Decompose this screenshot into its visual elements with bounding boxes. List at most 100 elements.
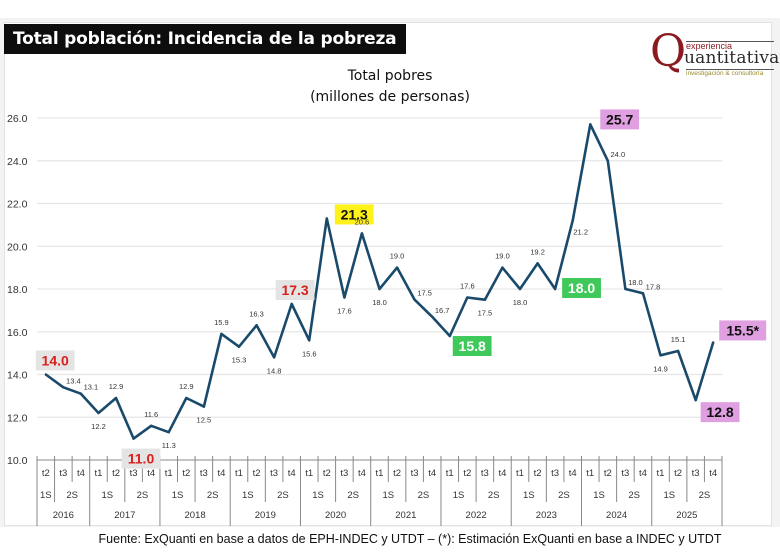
data-value-label: 15.3	[232, 356, 247, 365]
quarter-label: t2	[674, 468, 682, 479]
data-point	[272, 356, 276, 359]
data-point	[536, 262, 539, 265]
data-point	[448, 334, 451, 338]
data-point	[62, 386, 65, 389]
data-point	[378, 287, 381, 291]
highlight-badge	[600, 109, 640, 130]
semester-label: 2S	[418, 490, 430, 501]
quarter-label: t1	[95, 468, 103, 479]
highlight-value-label: 18.0	[568, 280, 595, 296]
semester-label: 1S	[453, 490, 465, 501]
quarter-label: t2	[323, 468, 331, 479]
data-value-label: 16.7	[435, 306, 450, 315]
logo-letter: Q	[650, 26, 687, 77]
data-point	[79, 392, 83, 395]
quarter-label: t2	[463, 468, 471, 479]
data-point	[343, 296, 346, 299]
quarter-label: t1	[586, 468, 594, 479]
semester-label: 2S	[207, 490, 219, 501]
quarter-label: t4	[217, 468, 225, 479]
company-logo: Q experiencia uantitativa investigación …	[650, 30, 779, 80]
logo-sub-text: investigación & consultoría	[686, 70, 764, 77]
semester-label: 1S	[40, 490, 52, 501]
data-point	[430, 315, 434, 318]
highlight-badge	[35, 350, 75, 371]
data-point	[659, 354, 662, 357]
chart-subtitle: (millones de personas)	[310, 89, 470, 105]
year-label: 2017	[114, 510, 135, 521]
source-note: Fuente: ExQuanti en base a datos de EPH-…	[98, 532, 722, 546]
year-label: 2020	[325, 510, 346, 521]
highlight-value-label: 15.8	[459, 338, 486, 354]
data-value-label: 11.6	[144, 410, 158, 419]
year-label: 2019	[255, 510, 276, 521]
highlight-value-label: 21.3	[341, 206, 368, 222]
data-value-label: 16.3	[249, 309, 264, 318]
highlight-badge	[121, 448, 161, 469]
highlight-value-label: 25.7	[606, 111, 633, 127]
data-value-label: 18.0	[513, 298, 528, 307]
highlight-badge	[452, 336, 492, 357]
data-point	[553, 287, 557, 291]
series-line-total-pobres	[45, 123, 715, 440]
highlight-value-label: 17.3	[281, 282, 308, 298]
data-value-label: 13.1	[84, 383, 99, 392]
logo-main-text: uantitativa	[684, 48, 780, 68]
highlight-badge	[700, 402, 740, 423]
semester-label: 1S	[523, 490, 535, 501]
data-value-label: 19.0	[390, 252, 405, 261]
highlight-value-label: 14.0	[42, 353, 69, 369]
data-point	[237, 345, 241, 348]
data-value-label: 20.6	[355, 217, 370, 226]
y-tick-label: 16.0	[7, 327, 28, 339]
data-value-label: 12.9	[179, 382, 194, 391]
semester-label: 1S	[172, 490, 184, 501]
data-point	[571, 219, 574, 222]
semester-label: 2S	[488, 490, 500, 501]
quarter-label: t3	[621, 468, 629, 479]
semester-label: 1S	[312, 490, 324, 501]
data-value-label: 18.0	[628, 278, 643, 287]
data-point	[483, 298, 487, 301]
year-label: 2024	[606, 510, 627, 521]
quarter-label: t1	[165, 468, 173, 479]
data-point	[360, 232, 364, 235]
y-tick-label: 20.0	[7, 241, 28, 253]
data-value-label: 18.0	[372, 298, 387, 307]
year-label: 2018	[185, 510, 206, 521]
quarter-label: t2	[604, 468, 612, 479]
highlight-badge	[275, 279, 315, 300]
data-value-label: 12.9	[109, 382, 124, 391]
semester-label: 2S	[277, 490, 289, 501]
quarter-label: t2	[534, 468, 542, 479]
quarter-label: t1	[376, 468, 384, 479]
quarter-label: t3	[270, 468, 278, 479]
data-point	[114, 396, 118, 400]
data-point	[132, 437, 135, 440]
quarter-label: t1	[516, 468, 524, 479]
highlight-badge	[562, 278, 601, 298]
quarter-label: t4	[709, 468, 717, 479]
y-tick-label: 10.0	[7, 455, 28, 467]
logo-top-text: experiencia	[686, 41, 733, 51]
data-point	[325, 217, 329, 220]
quarter-label: t3	[130, 468, 138, 479]
year-label: 2022	[466, 510, 487, 521]
semester-label: 2S	[347, 490, 359, 501]
quarter-label: t2	[42, 468, 50, 479]
data-value-label: 17.5	[417, 289, 432, 298]
year-label: 2021	[395, 510, 416, 521]
quarter-label: t1	[235, 468, 243, 479]
data-point	[97, 411, 100, 415]
data-value-label: 21.2	[573, 228, 588, 237]
chart-panel	[4, 22, 772, 526]
y-tick-label: 26.0	[7, 113, 28, 125]
quarter-label: t4	[288, 468, 296, 479]
data-point	[641, 292, 645, 295]
semester-label: 2S	[558, 490, 570, 501]
quarter-label: t4	[498, 468, 506, 479]
data-point	[712, 341, 715, 344]
top-strip	[0, 0, 780, 18]
year-label: 2025	[676, 510, 697, 521]
data-point	[676, 349, 680, 353]
